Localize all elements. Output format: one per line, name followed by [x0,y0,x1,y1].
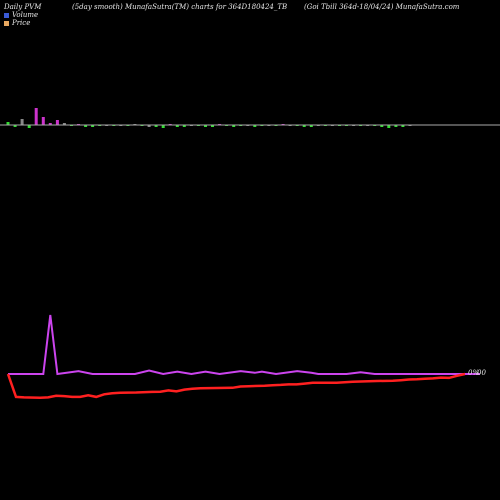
legend-volume: Volume [4,11,38,19]
volume-bar [62,123,66,125]
chart-title: (5day smooth) MunafaSutra(TM) charts for… [72,3,288,11]
volume-bar [380,125,384,127]
volume-bar [204,125,207,127]
volume-bar [387,125,391,128]
volume-bar [41,117,45,125]
volume-bar [20,119,24,125]
volume-bar [401,125,405,127]
volume-bar [232,125,236,127]
volume-bar [34,108,38,125]
volume-bar [309,125,313,127]
volume-bar [175,125,179,127]
volume-bar [182,125,186,127]
price-line [6,372,466,399]
volume-bar [27,125,31,128]
volume-bar [55,120,59,125]
volume-bar [91,125,95,127]
volume-line [8,314,480,376]
legend-volume-swatch [4,12,9,18]
last-level-label: 0% [468,369,479,377]
chart-header-right: (Goi Tbill 364d-18/04/24) MunafaSutra.co… [304,3,460,11]
volume-bar [6,122,10,125]
volume-bar [13,125,17,127]
volume-bar [394,125,398,127]
volume-bar [154,125,158,127]
volume-bar [211,125,214,127]
volume-bar [161,125,165,128]
legend-volume-label: Volume [12,11,39,19]
legend-price-swatch [4,20,9,26]
chart-header-left: Daily PVM [4,3,42,11]
volume-bar [48,123,52,125]
volume-bar [147,125,151,127]
volume-bar [84,125,88,127]
legend-price-label: Price [12,19,31,27]
legend-price: Price [4,19,30,27]
volume-bar [302,125,306,127]
volume-bar [253,125,257,127]
last-level-label-2: 00 [477,369,486,377]
